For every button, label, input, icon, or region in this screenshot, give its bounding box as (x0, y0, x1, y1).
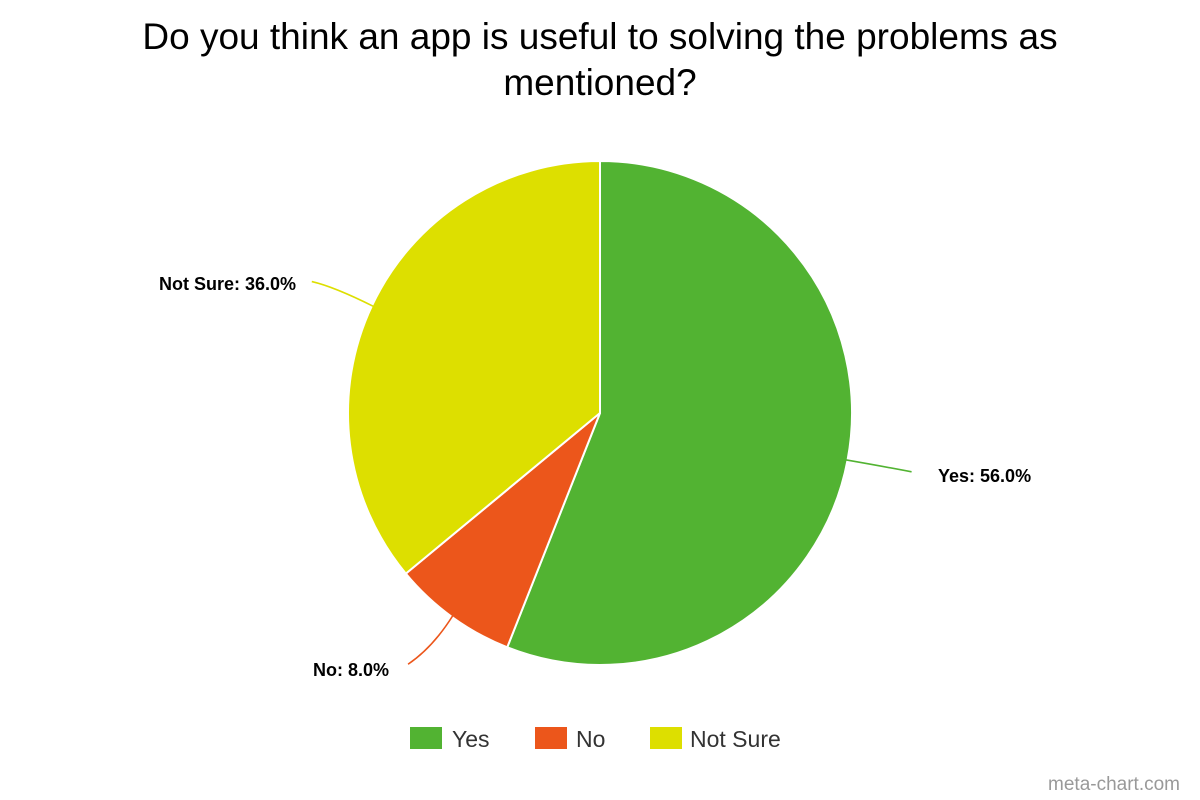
legend-item-no[interactable]: No (535, 726, 605, 752)
legend-label-yes: Yes (452, 726, 490, 752)
leader-line-no (407, 614, 454, 665)
chart-title-line-1: Do you think an app is useful to solving… (142, 16, 1057, 57)
chart-title: Do you think an app is useful to solving… (142, 16, 1057, 103)
legend-swatch-yes (410, 727, 442, 749)
leader-line-not-sure (311, 280, 375, 308)
legend-swatch-no (535, 727, 567, 749)
slice-labels: Yes: 56.0% No: 8.0% Not Sure: 36.0% (159, 274, 1031, 680)
legend: Yes No Not Sure (410, 726, 781, 752)
legend-label-not-sure: Not Sure (690, 726, 781, 752)
slice-label-no: No: 8.0% (313, 660, 389, 680)
watermark-text: meta-chart.com (1048, 774, 1180, 795)
chart-title-line-2: mentioned? (503, 62, 696, 103)
legend-swatch-not-sure (650, 727, 682, 749)
slice-leader-lines (311, 280, 912, 665)
slice-label-not-sure: Not Sure: 36.0% (159, 274, 296, 294)
legend-label-no: No (576, 726, 605, 752)
leader-line-yes (845, 459, 912, 473)
slice-label-yes: Yes: 56.0% (938, 466, 1031, 486)
legend-item-yes[interactable]: Yes (410, 726, 490, 752)
pie-slices (347, 159, 853, 666)
legend-item-not-sure[interactable]: Not Sure (650, 726, 781, 752)
